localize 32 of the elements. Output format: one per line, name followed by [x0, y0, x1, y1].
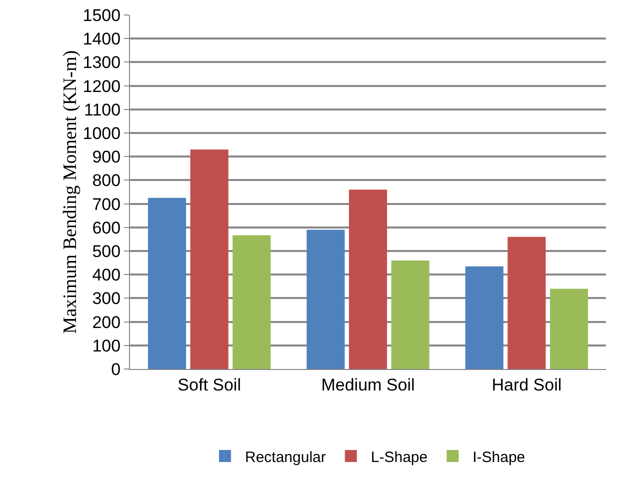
y-tick-label: 700 [92, 194, 121, 214]
bar [348, 190, 388, 369]
bar [465, 266, 504, 369]
y-tick-label: 600 [92, 218, 121, 238]
bar [306, 230, 345, 369]
y-tick-label: 300 [92, 289, 121, 308]
x-tick-label: Soft Soil [178, 375, 241, 394]
y-tick-label: 0 [111, 360, 121, 379]
bar [391, 260, 430, 369]
bar [148, 198, 186, 369]
y-tick-label: 400 [92, 266, 121, 285]
bar [508, 236, 546, 369]
legend-label: Rectangular [245, 448, 326, 466]
bar [190, 150, 228, 369]
x-tick-label: Medium Soil [321, 375, 415, 394]
x-tick-label: Hard Soil [492, 375, 562, 394]
y-tick-label: 900 [92, 148, 121, 167]
y-tick-label: 100 [92, 336, 121, 356]
y-tick-label: 1200 [82, 76, 121, 96]
legend-label: I-Shape [472, 448, 526, 466]
bar [232, 235, 271, 369]
y-tick-label: 800 [92, 171, 121, 190]
y-axis-title: Maximum Bending Moment (KN-m) [60, 50, 81, 334]
y-tick-label: 1300 [82, 53, 121, 72]
legend-label: L-Shape [370, 448, 428, 466]
y-tick-label: 1100 [84, 100, 121, 120]
y-tick-label: 500 [92, 242, 121, 261]
y-tick-label: 1500 [82, 6, 121, 25]
bar [550, 288, 588, 369]
y-tick-label: 1000 [82, 124, 121, 143]
y-tick-label: 200 [92, 312, 121, 332]
y-tick-label: 1400 [82, 30, 121, 49]
